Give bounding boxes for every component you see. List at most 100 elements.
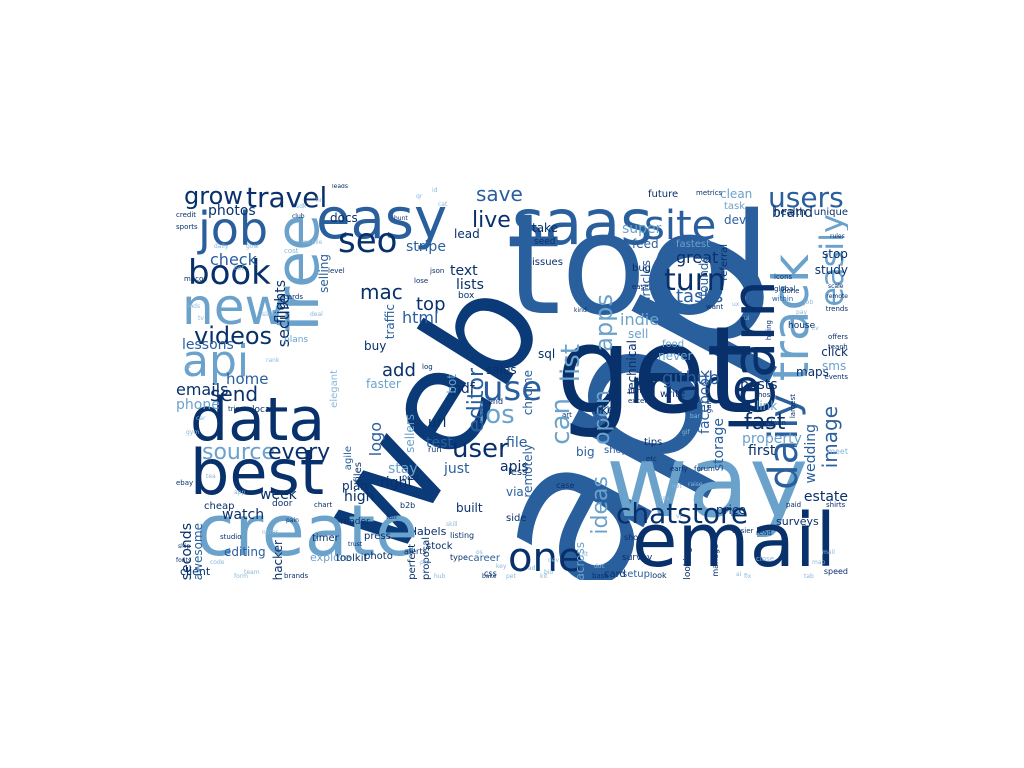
word-press-90: press: [364, 531, 391, 542]
word-stop-136: stop: [822, 247, 848, 261]
word-ideas-45: ideas: [588, 476, 613, 535]
word-icons-172: icons: [774, 273, 793, 281]
word-users-26: users: [768, 184, 844, 214]
word-html-67: html: [402, 308, 439, 327]
word-career-94: career: [468, 553, 500, 564]
word-kit-251: kit: [540, 573, 548, 580]
word-data-9: data: [190, 385, 326, 455]
word-editing-59: editing: [224, 545, 266, 559]
word-sdk-278: sdk: [296, 203, 307, 210]
word-pay-258: pay: [796, 309, 808, 316]
word-lessons-54: lessons: [182, 337, 234, 353]
word-film-211: film: [628, 387, 642, 395]
word-can-42: can: [546, 398, 576, 445]
word-lose-196: lose: [414, 277, 429, 285]
word-ui-261: ui: [744, 315, 750, 322]
word-rank-241: rank: [266, 357, 280, 364]
word-net-264: net: [672, 483, 682, 490]
word-tasks-48: tasks: [676, 286, 724, 307]
word-trust-232: trust: [348, 541, 363, 548]
word-faster-83: faster: [366, 377, 401, 391]
word-unique-140: unique: [813, 207, 848, 218]
word-job-259: job: [804, 299, 814, 306]
word-brand-138: brand: [772, 205, 813, 221]
word-case-207: case: [556, 481, 575, 490]
word-wedding-126: wedding: [803, 424, 819, 484]
word-travel-24: travel: [246, 184, 328, 214]
word-editor-41: editor: [464, 368, 489, 433]
word-chatstore-28: chatstore: [616, 497, 749, 530]
word-os-273: os: [476, 549, 483, 556]
word-videos-29: videos: [194, 322, 273, 350]
word-hr-277: hr: [316, 197, 323, 204]
word-id-274: id: [432, 187, 438, 194]
word-offers-177: offers: [828, 333, 848, 341]
word-file-76: file: [506, 435, 528, 451]
word-cheap-144: cheap: [204, 501, 235, 512]
word-hacker-146: hacker: [271, 539, 285, 580]
word-notes-239: notes: [262, 529, 279, 536]
word-easy-8: easy: [316, 187, 448, 252]
word-tv-280: tv: [198, 315, 204, 322]
word-rules-234: rules: [830, 233, 845, 240]
word-write-119: write: [660, 389, 686, 400]
word-task-108: task: [724, 201, 746, 212]
word-estate-129: estate: [803, 489, 848, 505]
word-raise-203: raise: [688, 481, 703, 488]
word-ad-270: ad: [528, 565, 536, 572]
word-food-115: food: [662, 339, 685, 350]
word-host-189: host: [758, 391, 774, 399]
word-box-168: box: [458, 291, 475, 301]
word-right-72: right: [380, 475, 413, 491]
word-tax-265: tax: [660, 495, 670, 502]
word-seo-22: seo: [338, 221, 398, 261]
word-gif-263: gif: [682, 429, 690, 436]
word-bio-250: bio: [544, 569, 554, 576]
word-survey-156: survey: [622, 553, 653, 563]
word-saas-7: saas: [512, 186, 653, 259]
word-ship-233: ship: [178, 543, 191, 550]
word-first-125: first: [748, 443, 776, 459]
word-done-188: done: [782, 287, 800, 295]
word-credit-179: credit: [176, 211, 197, 219]
word-phone-56: phone: [176, 397, 220, 413]
word-bake-201: bake: [482, 573, 497, 580]
word-explore-92: explore: [310, 551, 351, 564]
word-cost-213: cost: [284, 247, 299, 255]
word-sales-78: sales: [486, 363, 517, 377]
word-vr-266: vr: [676, 513, 683, 520]
word-client-60: client: [180, 565, 211, 578]
word-studio-230: studio: [220, 533, 242, 541]
word-book-23: book: [188, 253, 271, 293]
word-turn-35: turn: [664, 263, 726, 298]
word-trips-163: trips: [228, 405, 244, 413]
word-leads-226: leads: [332, 184, 348, 190]
word-source-30: source: [202, 440, 276, 465]
word-check-52: check: [210, 250, 257, 269]
word-plans-240: plans: [284, 335, 309, 345]
word-pdf-68: pdf: [452, 381, 475, 397]
word-timer-91: timer: [312, 533, 339, 544]
word-admin-221: admin: [764, 419, 786, 427]
word-job-14: job: [198, 202, 269, 256]
word-key-272: key: [496, 563, 507, 570]
word-level-183: level: [328, 267, 345, 275]
word-one-19: one: [508, 535, 583, 580]
word-pain-227: pain: [286, 517, 299, 524]
word-paid-219: paid: [786, 501, 802, 509]
word-club-214: club: [292, 213, 305, 220]
word-photo-93: photo: [364, 551, 393, 562]
word-great-49: great: [676, 248, 719, 267]
word-best-10: best: [190, 436, 325, 509]
word-json-167: json: [430, 267, 445, 275]
word-map-255: map: [812, 559, 826, 566]
word-user-32: user: [452, 434, 509, 464]
word-api-13: api: [182, 336, 250, 387]
word-health-139: health: [774, 207, 806, 218]
word-big-123: big: [576, 445, 595, 459]
word-list-33: list: [556, 344, 586, 383]
word-made-18: made: [630, 360, 761, 414]
word-awesome-143: awesome: [191, 522, 205, 580]
word-meet-205: meet: [827, 447, 848, 456]
word-run-194: run: [428, 445, 442, 454]
